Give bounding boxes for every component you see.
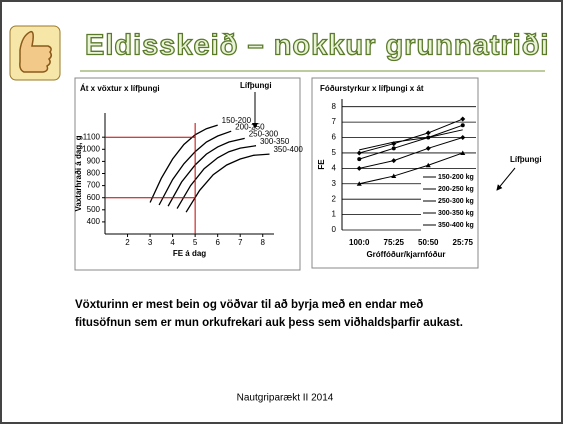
marker xyxy=(425,130,431,136)
slide-title: Eldisskeið – nokkur grunnatriði xyxy=(85,30,550,62)
legend-entry: 250-300 kg xyxy=(438,198,474,205)
y-tick-label: 800 xyxy=(87,169,101,178)
x-axis-label: Gróffóður/kjarnfóður xyxy=(366,250,445,259)
y-tick-label: 3 xyxy=(332,179,337,188)
marker xyxy=(425,162,431,168)
series-label: 200-250 xyxy=(235,122,265,131)
series-label: 300-350 xyxy=(260,137,290,146)
y-tick-label: 2 xyxy=(332,194,337,203)
chart-title: Fóðurstyrkur x lífþungi x át xyxy=(320,84,424,93)
marker xyxy=(460,116,466,122)
x-tick-label: 7 xyxy=(238,238,243,247)
line xyxy=(359,124,463,160)
annotation: Lífþungi xyxy=(240,81,272,90)
y-tick-label: 400 xyxy=(87,217,101,226)
y-tick-label: 1 xyxy=(332,210,337,219)
marker xyxy=(391,173,397,179)
x-tick-label: 50:50 xyxy=(418,238,439,247)
x-tick-label: 3 xyxy=(148,238,153,247)
x-tick-label: 6 xyxy=(215,238,220,247)
x-tick-label: 75:25 xyxy=(384,238,405,247)
marker xyxy=(356,181,362,186)
y-tick-label: 700 xyxy=(87,181,101,190)
footer: Nautgriparækt II 2014 xyxy=(237,393,334,404)
arrow xyxy=(496,167,516,191)
annotation: Lífþungi xyxy=(510,155,542,164)
y-tick-label: 900 xyxy=(87,157,101,166)
series-label: 350-400 xyxy=(273,145,303,154)
y-tick-label: 4 xyxy=(332,163,337,172)
y-tick-label: 1100 xyxy=(83,132,101,141)
y-tick-label: 5 xyxy=(332,148,337,157)
x-tick-label: 4 xyxy=(170,238,175,247)
legend-entry: 150-200 kg xyxy=(438,174,474,181)
marker xyxy=(460,150,466,155)
marker xyxy=(356,165,362,171)
marker xyxy=(460,123,465,128)
x-axis-label: FE á dag xyxy=(173,249,206,258)
y-tick-label: 6 xyxy=(332,133,337,142)
x-tick-label: 25:75 xyxy=(453,238,474,247)
line xyxy=(359,129,463,151)
legend-entry: 200-250 kg xyxy=(438,186,474,193)
x-tick-label: 8 xyxy=(261,238,266,247)
y-tick-label: 8 xyxy=(332,102,337,111)
legend-entry: 300-350 kg xyxy=(438,210,474,217)
y-tick-label: 500 xyxy=(87,205,101,214)
body-text: Vöxturinn er mest bein og vöðvar til að … xyxy=(75,299,423,311)
curve xyxy=(167,137,245,207)
x-tick-label: 100:0 xyxy=(349,238,370,247)
y-axis-label: Vaxtarhraði á dag, g xyxy=(74,135,83,211)
x-tick-label: 2 xyxy=(125,238,130,247)
y-tick-label: 1000 xyxy=(82,144,100,153)
x-tick-label: 5 xyxy=(193,238,198,247)
curve xyxy=(185,153,270,213)
y-axis-label: FE xyxy=(317,159,326,170)
line xyxy=(359,137,463,169)
chart-title: Át x vöxtur x lífþungi xyxy=(80,84,160,93)
y-tick-label: 0 xyxy=(332,225,337,234)
y-tick-label: 600 xyxy=(87,193,101,202)
thumb-icon xyxy=(9,25,61,81)
marker xyxy=(460,135,466,141)
marker xyxy=(357,157,362,162)
series-label: 250-300 xyxy=(249,130,279,139)
curve xyxy=(176,145,257,209)
line xyxy=(359,152,463,185)
marker xyxy=(391,158,397,164)
marker xyxy=(425,145,431,151)
curve xyxy=(149,124,218,203)
body-text: fitusöfnun sem er mun orkufrekari auk þe… xyxy=(75,317,463,329)
marker xyxy=(391,146,396,151)
legend-entry: 350-400 kg xyxy=(438,222,474,229)
series-label: 150-200 xyxy=(222,116,252,125)
y-tick-label: 7 xyxy=(332,117,337,126)
line xyxy=(359,118,463,154)
marker xyxy=(356,150,362,156)
